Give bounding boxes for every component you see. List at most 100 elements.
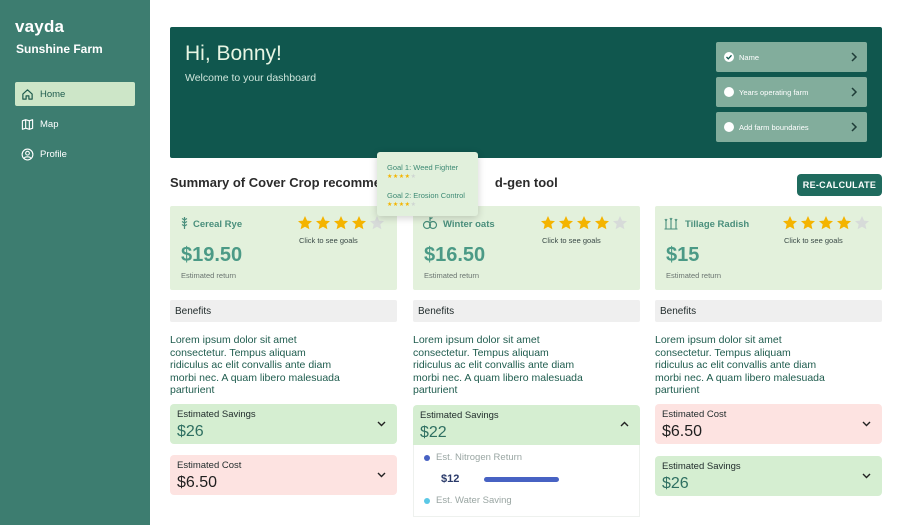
benefits-text: Lorem ipsum dolor sit amet consectetur. …	[413, 334, 583, 396]
star-filled-icon: ★	[404, 174, 411, 180]
tooltip-goal-label: Goal 1: Weed Fighter	[387, 163, 459, 172]
see-goals-link[interactable]: Click to see goals	[542, 236, 601, 245]
star-filled-icon[interactable]	[782, 215, 798, 231]
star-filled-icon[interactable]	[351, 215, 367, 231]
tooltip-goal-stars: ★★★★★	[387, 173, 416, 180]
star-filled-icon: ★	[387, 174, 393, 180]
onboarding-step-years[interactable]: Years operating farm	[716, 77, 867, 107]
chevron-down-icon	[862, 473, 871, 479]
rating-stars[interactable]	[297, 215, 387, 231]
star-filled-icon: ★	[398, 174, 405, 180]
crop-name: Winter oats	[443, 219, 495, 230]
estimated-return-value: $19.50	[181, 244, 243, 266]
empty-circle-icon	[724, 87, 734, 97]
estimated-cost-accordion[interactable]: Estimated Cost $6.50	[170, 455, 397, 495]
chevron-down-icon	[377, 421, 386, 427]
crop-name: Cereal Rye	[193, 219, 243, 230]
star-filled-icon: ★	[387, 202, 393, 208]
star-filled-icon[interactable]	[594, 215, 610, 231]
welcome-subtitle: Welcome to your dashboard	[185, 72, 317, 84]
chevron-down-icon	[862, 421, 871, 427]
see-goals-link[interactable]: Click to see goals	[784, 236, 843, 245]
nitrogen-return-row: Est. Nitrogen Return	[424, 452, 522, 463]
estimated-savings-accordion[interactable]: Estimated Savings $26	[170, 404, 397, 444]
sidebar-item-label: Profile	[40, 148, 67, 160]
summary-title-left: Summary of Cover Crop recommen	[170, 175, 389, 190]
onboarding-step-boundaries[interactable]: Add farm boundaries	[716, 112, 867, 142]
star-filled-icon[interactable]	[333, 215, 349, 231]
nitrogen-return-value: $12	[441, 473, 460, 485]
sidebar-item-label: Home	[40, 88, 66, 100]
crop-card[interactable]: Winter oats Click to see goals $16.50 Es…	[413, 206, 640, 290]
accordion-value: $26	[177, 423, 204, 440]
sidebar-item-profile[interactable]: Profile	[15, 142, 135, 166]
wheat-icon	[181, 217, 188, 229]
farm-name: Sunshine Farm	[16, 42, 103, 56]
star-filled-icon[interactable]	[800, 215, 816, 231]
tooltip-goal-stars: ★★★★★	[387, 201, 416, 208]
rating-stars[interactable]	[782, 215, 872, 231]
crop-card[interactable]: Cereal Rye Click to see goals $19.50 Est…	[170, 206, 397, 290]
star-filled-icon: ★	[392, 202, 399, 208]
star-empty-icon[interactable]	[854, 215, 870, 231]
chevron-up-icon	[620, 421, 629, 427]
estimated-return-label: Estimated return	[181, 271, 237, 280]
estimated-savings-accordion[interactable]: Estimated Savings $26	[655, 456, 882, 496]
benefits-text: Lorem ipsum dolor sit amet consectetur. …	[655, 334, 825, 396]
recalculate-button[interactable]: RE-CALCULATE	[797, 174, 882, 196]
chevron-down-icon	[377, 472, 386, 478]
star-filled-icon[interactable]	[315, 215, 331, 231]
water-saving-label: Est. Water Saving	[436, 495, 512, 506]
water-saving-row: Est. Water Saving	[424, 495, 512, 506]
star-empty-icon[interactable]	[369, 215, 385, 231]
estimated-return-value: $15	[666, 244, 700, 266]
home-icon	[21, 88, 34, 101]
oats-icon	[422, 216, 438, 230]
accordion-value: $26	[662, 475, 689, 492]
legend-dot	[424, 497, 430, 504]
star-filled-icon[interactable]	[558, 215, 574, 231]
star-filled-icon[interactable]	[540, 215, 556, 231]
crop-card[interactable]: Tillage Radish Click to see goals $15 Es…	[655, 206, 882, 290]
empty-circle-icon	[724, 122, 734, 132]
estimated-return-value: $16.50	[424, 244, 486, 266]
star-empty-icon: ★	[410, 202, 417, 208]
see-goals-link[interactable]: Click to see goals	[299, 236, 358, 245]
accordion-label: Estimated Cost	[177, 460, 242, 471]
estimated-cost-accordion[interactable]: Estimated Cost $6.50	[655, 404, 882, 444]
sidebar-item-home[interactable]: Home	[15, 82, 135, 106]
crop-name: Tillage Radish	[685, 219, 750, 230]
sidebar-item-map[interactable]: Map	[15, 112, 135, 136]
summary-title: Summary of Cover Crop recommen d-gen tool	[170, 175, 558, 190]
accordion-value: $6.50	[662, 423, 703, 440]
crop-column-winter-oats: Winter oats Click to see goals $16.50 Es…	[413, 206, 640, 517]
estimated-savings-accordion[interactable]: Estimated Savings $22	[413, 405, 640, 445]
chevron-right-icon	[851, 87, 858, 97]
chevron-right-icon	[851, 52, 858, 62]
nitrogen-return-label: Est. Nitrogen Return	[436, 452, 523, 463]
accordion-label: Estimated Savings	[662, 461, 741, 472]
star-filled-icon[interactable]	[576, 215, 592, 231]
goals-tooltip: Goal 1: Weed Fighter ★★★★★ Goal 2: Erosi…	[377, 152, 478, 216]
estimated-return-label: Estimated return	[666, 271, 722, 280]
benefits-header: Benefits	[170, 300, 397, 322]
star-filled-icon[interactable]	[818, 215, 834, 231]
radish-icon	[664, 217, 678, 230]
sidebar-item-label: Map	[40, 118, 59, 130]
crop-column-tillage-radish: Tillage Radish Click to see goals $15 Es…	[655, 206, 882, 496]
star-filled-icon[interactable]	[297, 215, 313, 231]
brand-logo: vayda	[15, 17, 65, 36]
profile-icon	[21, 148, 34, 161]
nitrogen-return-bar	[484, 477, 559, 482]
step-label: Add farm boundaries	[739, 122, 809, 132]
accordion-label: Estimated Savings	[420, 410, 499, 421]
star-filled-icon[interactable]	[836, 215, 852, 231]
summary-title-right: d-gen tool	[494, 175, 558, 190]
onboarding-step-name[interactable]: Name	[716, 42, 867, 72]
page-title: Hi, Bonny!	[185, 42, 282, 65]
accordion-value: $6.50	[177, 474, 218, 491]
rating-stars[interactable]	[540, 215, 630, 231]
star-empty-icon[interactable]	[612, 215, 628, 231]
star-empty-icon: ★	[410, 174, 417, 180]
benefits-header: Benefits	[413, 300, 640, 322]
